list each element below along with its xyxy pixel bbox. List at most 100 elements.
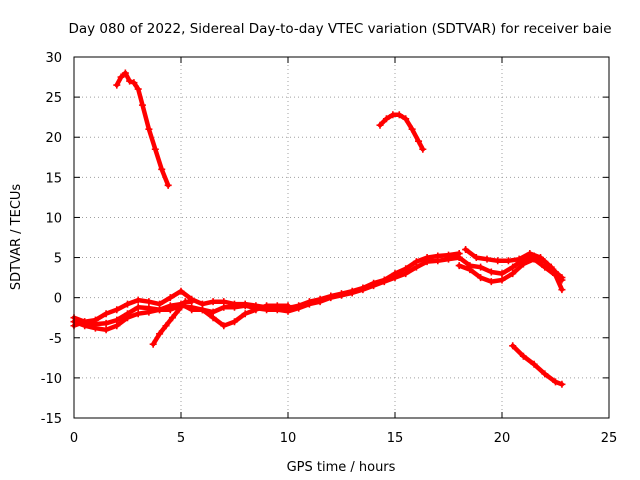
data-point	[395, 111, 403, 119]
x-tick-label: 20	[494, 431, 511, 446]
data-point	[498, 270, 506, 278]
data-point	[382, 115, 390, 123]
data-point	[134, 310, 142, 318]
series-arc-high-midday	[376, 111, 427, 153]
data-point	[338, 291, 345, 299]
data-point	[164, 181, 172, 189]
data-point	[423, 258, 431, 266]
x-tick-label: 15	[387, 431, 404, 446]
data-point	[412, 263, 420, 271]
data-point	[162, 322, 170, 330]
data-point	[504, 257, 512, 265]
data-point	[509, 270, 517, 278]
data-point	[181, 298, 189, 306]
data-point	[177, 287, 185, 295]
data-point	[175, 306, 183, 314]
plot-frame	[73, 56, 610, 419]
series-trace	[463, 247, 565, 283]
data-point	[389, 111, 397, 119]
data-point	[370, 282, 378, 290]
data-point	[558, 380, 566, 388]
y-tick-label: -10	[41, 372, 62, 387]
data-point	[455, 262, 463, 270]
data-point	[231, 318, 238, 326]
data-point	[515, 255, 523, 263]
y-tick-label: 10	[45, 211, 62, 226]
data-point	[419, 145, 427, 153]
y-tick-label: 30	[45, 51, 62, 66]
data-point	[295, 304, 303, 312]
data-point	[126, 77, 134, 85]
data-point	[359, 286, 367, 294]
data-point	[117, 73, 125, 81]
y-tick-label: -15	[41, 412, 62, 427]
data-point	[541, 263, 549, 271]
series-arc-evening-c	[462, 246, 566, 284]
chart-title: Day 080 of 2022, Sidereal Day-to-day VTE…	[68, 21, 611, 37]
data-point	[509, 342, 517, 350]
data-point	[158, 165, 166, 173]
series-arc-low-late	[509, 342, 566, 388]
data-point	[537, 254, 545, 262]
data-point	[209, 298, 217, 306]
data-point	[284, 302, 292, 310]
data-point	[348, 289, 356, 297]
data-point	[494, 257, 502, 265]
data-point	[477, 274, 485, 282]
data-point	[558, 286, 566, 294]
series-arc-ionosphere-b	[70, 254, 463, 330]
data-point	[102, 326, 110, 334]
data-point	[376, 121, 384, 129]
x-tick-label: 5	[177, 431, 185, 446]
data-point	[487, 268, 495, 276]
data-point	[220, 303, 228, 311]
x-axis-title: GPS time / hours	[287, 460, 396, 475]
data-point	[252, 306, 260, 314]
data-point	[472, 254, 480, 262]
data-point	[380, 278, 388, 286]
data-point	[145, 308, 153, 316]
data-point	[145, 125, 153, 133]
data-point	[113, 81, 121, 89]
data-point	[166, 306, 174, 314]
data-point	[462, 246, 470, 254]
data-point	[477, 263, 485, 271]
data-point	[483, 255, 491, 263]
grid	[74, 57, 609, 418]
data-point	[415, 137, 423, 145]
data-point	[113, 306, 121, 314]
data-point	[156, 330, 164, 338]
y-tick-label: 5	[54, 252, 62, 267]
data-point	[145, 298, 153, 306]
data-point	[541, 370, 549, 378]
data-point	[391, 274, 399, 282]
y-tick-label: 25	[45, 91, 62, 106]
data-point	[209, 314, 217, 322]
data-point	[124, 314, 131, 322]
data-point	[305, 300, 313, 308]
data-point	[134, 85, 142, 93]
data-point	[188, 298, 196, 306]
data-point	[134, 296, 142, 304]
data-point	[530, 360, 538, 368]
data-point	[498, 276, 506, 284]
data-point	[102, 310, 110, 318]
data-point	[124, 300, 131, 308]
series-arc-evening-b	[455, 255, 566, 294]
data-point	[241, 310, 249, 318]
data-point	[102, 319, 110, 327]
data-point	[166, 294, 174, 302]
data-point	[519, 260, 527, 268]
data-point	[138, 101, 146, 109]
data-point	[445, 255, 452, 263]
y-axis-title: SDTVAR / TECUs	[9, 184, 24, 291]
data-point	[273, 302, 281, 310]
y-tick-label: 15	[45, 171, 62, 186]
data-point	[466, 266, 474, 274]
data-point	[231, 303, 238, 311]
data-point	[526, 250, 534, 258]
data-point	[198, 306, 206, 314]
data-point	[402, 270, 410, 278]
